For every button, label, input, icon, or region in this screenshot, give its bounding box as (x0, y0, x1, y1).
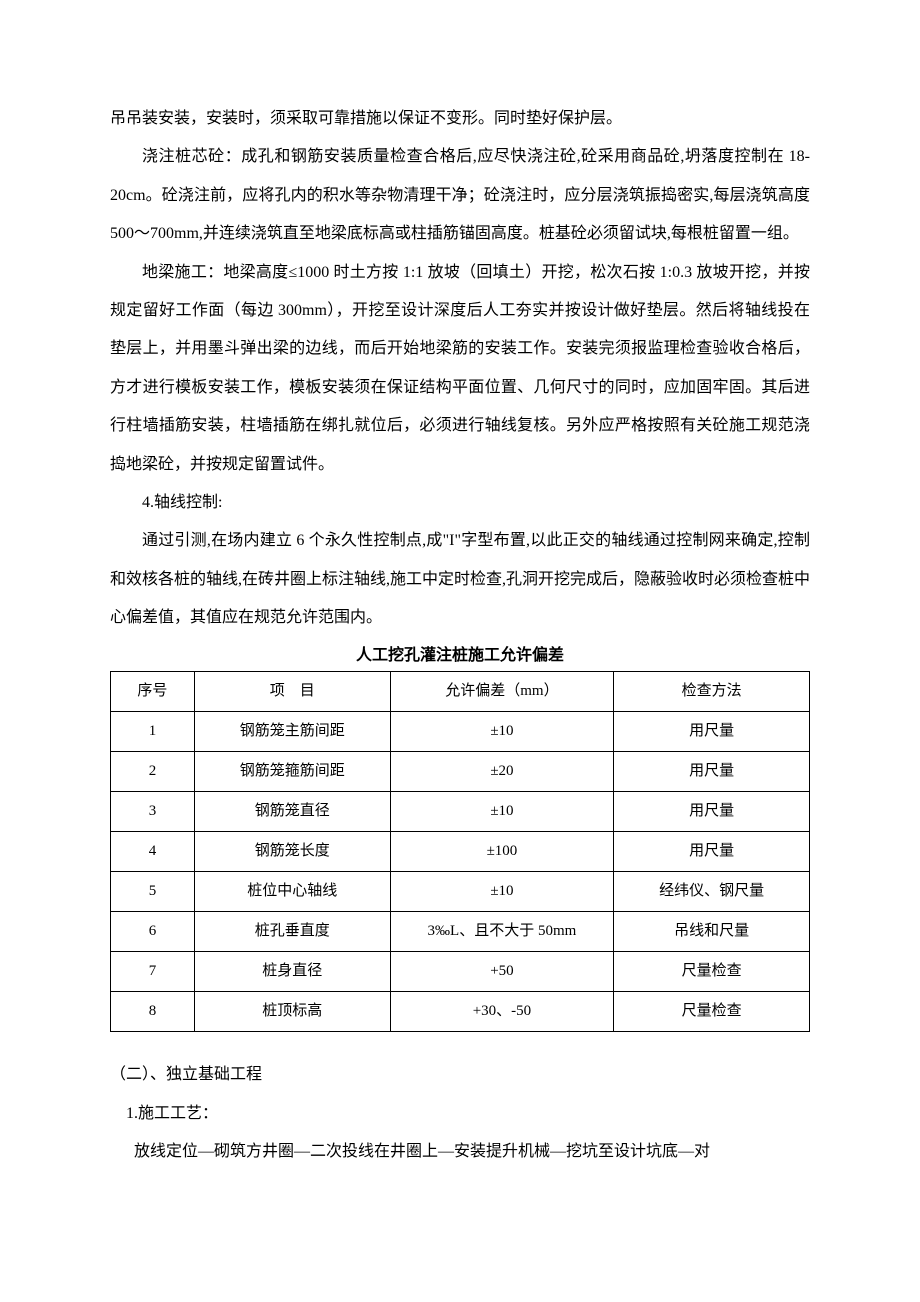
cell-item: 桩孔垂直度 (194, 912, 390, 952)
cell-item: 桩位中心轴线 (194, 872, 390, 912)
cell-method: 用尺量 (614, 712, 810, 752)
table-row: 4 钢筋笼长度 ±100 用尺量 (111, 832, 810, 872)
cell-tolerance: +50 (390, 952, 614, 992)
header-seq: 序号 (111, 672, 195, 712)
cell-seq: 2 (111, 752, 195, 792)
cell-seq: 5 (111, 872, 195, 912)
table-row: 3 钢筋笼直径 ±10 用尺量 (111, 792, 810, 832)
cell-method: 吊线和尺量 (614, 912, 810, 952)
header-tolerance: 允许偏差（mm） (390, 672, 614, 712)
cell-seq: 6 (111, 912, 195, 952)
section-2-sub1: 1.施工工艺： (110, 1095, 810, 1133)
cell-seq: 7 (111, 952, 195, 992)
cell-tolerance: ±10 (390, 872, 614, 912)
table-row: 2 钢筋笼箍筋间距 ±20 用尺量 (111, 752, 810, 792)
cell-tolerance: ±100 (390, 832, 614, 872)
cell-seq: 3 (111, 792, 195, 832)
cell-method: 尺量检查 (614, 992, 810, 1032)
cell-seq: 4 (111, 832, 195, 872)
section-2-sub1-para: 放线定位—砌筑方井圈—二次投线在井圈上—安装提升机械—挖坑至设计坑底—对 (110, 1133, 810, 1171)
cell-tolerance: ±10 (390, 792, 614, 832)
table-row: 6 桩孔垂直度 3‰L、且不大于 50mm 吊线和尺量 (111, 912, 810, 952)
cell-method: 尺量检查 (614, 952, 810, 992)
cell-item: 桩身直径 (194, 952, 390, 992)
table-header-row: 序号 项 目 允许偏差（mm） 检查方法 (111, 672, 810, 712)
cell-item: 钢筋笼箍筋间距 (194, 752, 390, 792)
paragraph-4-title: 4.轴线控制: (110, 484, 810, 522)
cell-item: 钢筋笼直径 (194, 792, 390, 832)
cell-method: 经纬仪、钢尺量 (614, 872, 810, 912)
paragraph-3: 地梁施工：地梁高度≤1000 时土方按 1:1 放坡（回填土）开挖，松次石按 1… (110, 254, 810, 484)
paragraph-1: 吊吊装安装，安装时，须采取可靠措施以保证不变形。同时垫好保护层。 (110, 100, 810, 138)
cell-item: 钢筋笼主筋间距 (194, 712, 390, 752)
cell-item: 桩顶标高 (194, 992, 390, 1032)
table-row: 8 桩顶标高 +30、-50 尺量检查 (111, 992, 810, 1032)
cell-method: 用尺量 (614, 832, 810, 872)
cell-method: 用尺量 (614, 792, 810, 832)
table-row: 5 桩位中心轴线 ±10 经纬仪、钢尺量 (111, 872, 810, 912)
tolerance-table: 序号 项 目 允许偏差（mm） 检查方法 1 钢筋笼主筋间距 ±10 用尺量 2… (110, 671, 810, 1032)
cell-seq: 1 (111, 712, 195, 752)
cell-seq: 8 (111, 992, 195, 1032)
paragraph-4: 通过引测,在场内建立 6 个永久性控制点,成"I"字型布置,以此正交的轴线通过控… (110, 522, 810, 637)
section-2-heading: （二）、独立基础工程 (110, 1056, 810, 1094)
cell-item: 钢筋笼长度 (194, 832, 390, 872)
paragraph-2: 浇注桩芯砼：成孔和钢筋安装质量检查合格后,应尽快浇注砼,砼采用商品砼,坍落度控制… (110, 138, 810, 253)
table-title: 人工挖孔灌注桩施工允许偏差 (110, 641, 810, 665)
cell-tolerance: +30、-50 (390, 992, 614, 1032)
cell-method: 用尺量 (614, 752, 810, 792)
header-item: 项 目 (194, 672, 390, 712)
table-row: 7 桩身直径 +50 尺量检查 (111, 952, 810, 992)
header-method: 检查方法 (614, 672, 810, 712)
table-row: 1 钢筋笼主筋间距 ±10 用尺量 (111, 712, 810, 752)
cell-tolerance: ±20 (390, 752, 614, 792)
cell-tolerance: 3‰L、且不大于 50mm (390, 912, 614, 952)
cell-tolerance: ±10 (390, 712, 614, 752)
